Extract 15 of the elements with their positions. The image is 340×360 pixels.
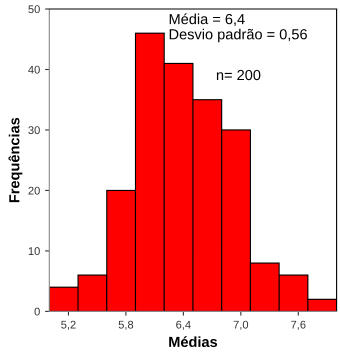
x-tick-label: 5,2 — [61, 320, 76, 330]
x-tick-label: 7,0 — [234, 320, 248, 330]
y-tick-label: 40 — [28, 66, 40, 74]
x-axis-title: Médias — [169, 336, 218, 348]
y-axis-title: Frequências — [8, 118, 22, 202]
y-tick-label: 10 — [28, 247, 40, 256]
annotation: Média = 6,4 Desvio padrão = 0,56 — [170, 13, 307, 42]
x-tick-label: 5,8 — [118, 320, 134, 330]
y-tick-label: 0 — [34, 308, 40, 316]
x-tick-label: 7,6 — [291, 320, 306, 330]
y-tick-label: 30 — [28, 126, 40, 134]
y-tick-label: 50 — [28, 5, 40, 14]
annotation: n= 200 — [216, 70, 260, 80]
x-tick-label: 6,4 — [176, 320, 191, 330]
y-tick-label: 20 — [28, 186, 40, 195]
